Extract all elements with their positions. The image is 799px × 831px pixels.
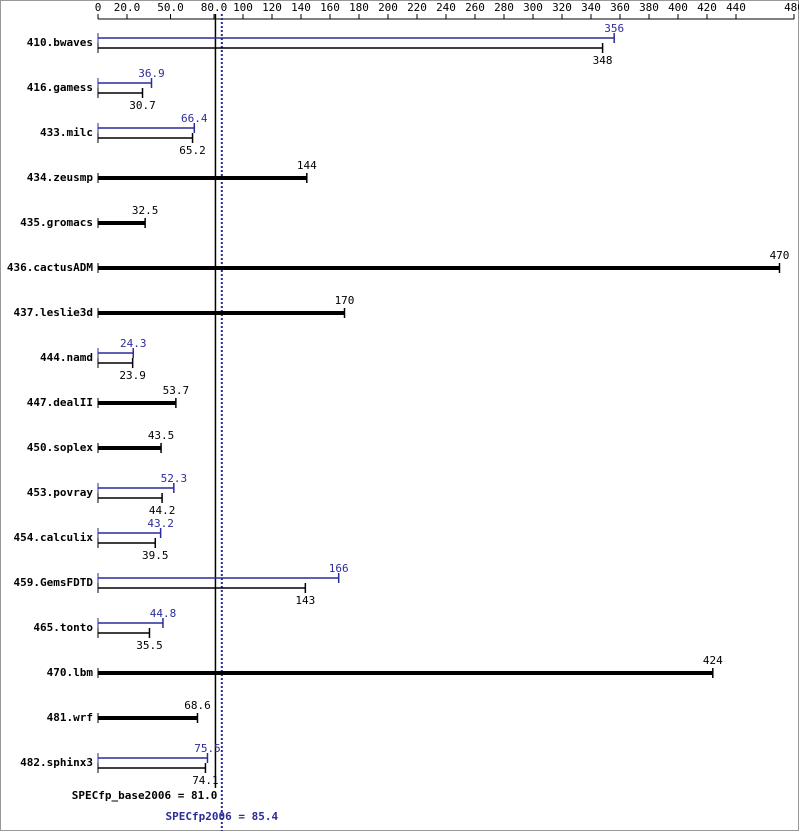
x-tick-label: 340 [581,1,601,14]
benchmark-label: 450.soplex [27,441,94,454]
x-tick-label: 440 [726,1,746,14]
value-label: 24.3 [120,337,147,350]
value-label: 39.5 [142,549,169,562]
value-label: 32.5 [132,204,159,217]
value-label: 143 [295,594,315,607]
benchmark-label: 410.bwaves [27,36,93,49]
x-tick-label: 80.0 [201,1,228,14]
value-label: 74.1 [192,774,219,787]
peak-summary: SPECfp2006 = 85.4 [166,810,279,823]
x-tick-label: 120 [262,1,282,14]
benchmark-label: 481.wrf [47,711,93,724]
x-tick-label: 20.0 [114,1,141,14]
benchmark-label: 436.cactusADM [7,261,93,274]
value-label: 75.5 [194,742,221,755]
x-tick-label: 320 [552,1,572,14]
x-tick-label: 160 [320,1,340,14]
value-label: 65.2 [179,144,206,157]
value-label: 44.2 [149,504,176,517]
x-tick-label: 240 [436,1,456,14]
benchmark-label: 416.gamess [27,81,93,94]
x-tick-label: 50.0 [157,1,184,14]
value-label: 43.2 [147,517,174,530]
value-label: 52.3 [161,472,188,485]
x-tick-label: 380 [639,1,659,14]
base-summary: SPECfp_base2006 = 81.0 [72,789,218,802]
value-label: 348 [593,54,613,67]
benchmark-label: 437.leslie3d [14,306,93,319]
benchmark-label: 435.gromacs [20,216,93,229]
benchmark-label: 482.sphinx3 [20,756,93,769]
x-tick-label: 200 [378,1,398,14]
value-label: 36.9 [138,67,165,80]
x-tick-label: 180 [349,1,369,14]
x-tick-label: 480 [784,1,799,14]
benchmark-label: 454.calculix [14,531,94,544]
value-label: 424 [703,654,723,667]
benchmark-label: 470.lbm [47,666,94,679]
value-label: 356 [604,22,624,35]
value-label: 170 [335,294,355,307]
value-label: 23.9 [119,369,146,382]
x-tick-label: 260 [465,1,485,14]
value-label: 43.5 [148,429,175,442]
x-tick-label: 0 [95,1,102,14]
x-tick-label: 100 [233,1,253,14]
benchmark-label: 444.namd [40,351,93,364]
value-label: 144 [297,159,317,172]
benchmark-label: 453.povray [27,486,94,499]
value-label: 35.5 [136,639,163,652]
value-label: 68.6 [184,699,211,712]
value-label: 53.7 [163,384,190,397]
x-tick-label: 360 [610,1,630,14]
x-tick-label: 140 [291,1,311,14]
x-tick-label: 220 [407,1,427,14]
benchmark-label: 433.milc [40,126,93,139]
value-label: 30.7 [129,99,156,112]
benchmark-label: 447.dealII [27,396,93,409]
benchmark-label: 434.zeusmp [27,171,94,184]
benchmark-label: 459.GemsFDTD [14,576,94,589]
benchmark-label: 465.tonto [33,621,93,634]
x-tick-label: 280 [494,1,514,14]
value-label: 470 [770,249,790,262]
x-tick-label: 300 [523,1,543,14]
value-label: 44.8 [150,607,177,620]
value-label: 166 [329,562,349,575]
x-tick-label: 400 [668,1,688,14]
value-label: 66.4 [181,112,208,125]
x-tick-label: 420 [697,1,717,14]
